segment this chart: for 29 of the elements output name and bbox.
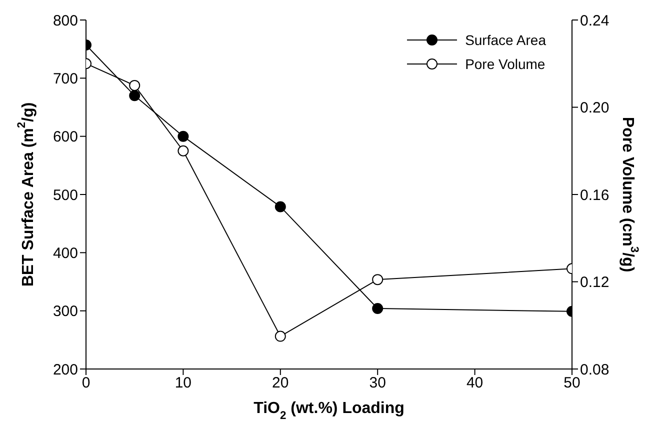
x-tick-label: 0 [82, 374, 90, 392]
y-tick-label: 300 [52, 303, 78, 320]
y2-tick-label: 0.08 [580, 361, 610, 378]
point [178, 130, 189, 142]
y-tick-label: 800 [52, 12, 78, 30]
point [129, 80, 140, 91]
legend-label: Pore Volume [465, 56, 546, 72]
point [274, 330, 286, 342]
x-tick-label: 40 [466, 374, 484, 392]
point [178, 145, 189, 156]
y-tick-label: 400 [52, 244, 78, 262]
y2-tick-label: 0.16 [580, 186, 610, 204]
y2-tick-label: 0.24 [580, 12, 610, 30]
y-tick-label: 500 [52, 186, 78, 204]
x-tick-label: 20 [272, 374, 289, 392]
y-tick-label: 600 [52, 128, 78, 146]
point [274, 201, 286, 212]
x-tick-label: 50 [564, 374, 580, 392]
x-tick-label: 30 [369, 374, 386, 392]
x-axis-title: TiO$_{2}$ (wt.%) Loading [254, 400, 404, 422]
legend-label: Surface Area [465, 32, 546, 48]
y2-tick-label: 0.20 [580, 100, 610, 117]
y-tick-label: 700 [52, 70, 78, 88]
x-tick-label: 10 [174, 374, 192, 392]
y-tick-label: 200 [52, 361, 78, 378]
point [372, 274, 384, 286]
point [129, 90, 140, 102]
point [372, 303, 384, 314]
y2-tick-label: 0.12 [580, 274, 610, 292]
